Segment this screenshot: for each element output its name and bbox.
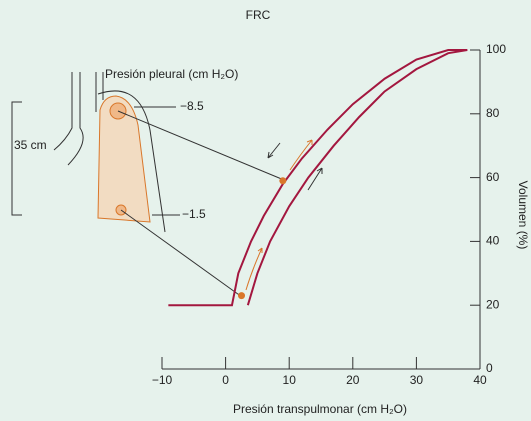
y-tick-label: 20 <box>486 297 500 311</box>
apex-pressure: −8.5 <box>180 99 204 113</box>
y-tick-label: 40 <box>486 234 500 248</box>
base-pressure: −1.5 <box>182 207 206 221</box>
y-axis-label: Volumen (%) <box>516 181 530 250</box>
background <box>0 0 531 421</box>
x-tick-label: 20 <box>346 373 360 387</box>
y-tick-label: 80 <box>486 106 500 120</box>
x-tick-label: 10 <box>283 373 297 387</box>
height-label: 35 cm <box>14 138 47 152</box>
y-tick-label: 0 <box>486 361 493 375</box>
x-tick-label: 40 <box>473 373 487 387</box>
chart: FRC Presión transpulmonar (cm H₂O) Volum… <box>0 0 531 421</box>
y-tick-label: 100 <box>486 42 506 56</box>
chart-title: FRC <box>246 8 271 22</box>
x-tick-label: 30 <box>410 373 424 387</box>
y-tick-label: 60 <box>486 170 500 184</box>
marker <box>238 292 245 299</box>
pleural-label: Presión pleural (cm H₂O) <box>105 67 238 81</box>
x-axis-label: Presión transpulmonar (cm H₂O) <box>233 402 407 416</box>
marker <box>279 177 286 184</box>
x-tick-label: 0 <box>222 373 229 387</box>
x-tick-label: −10 <box>152 373 173 387</box>
